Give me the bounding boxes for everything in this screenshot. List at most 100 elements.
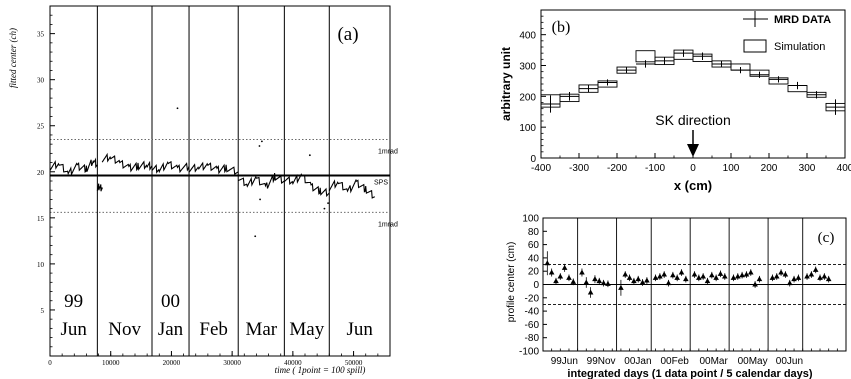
data-trace: [96, 183, 103, 192]
profile-center-point: [691, 271, 698, 277]
y-tick-label: 20: [37, 169, 45, 177]
profile-center-point: [804, 273, 810, 279]
profile-center-point: [674, 274, 680, 280]
profile-center-point: [553, 278, 559, 284]
profile-center-point: [592, 276, 598, 282]
data-trace: [237, 173, 285, 189]
data-trace: [151, 160, 190, 174]
x-tick-label: 40000: [284, 359, 302, 367]
profile-center-point: [812, 266, 819, 272]
sk-direction-arrow: [687, 130, 699, 157]
profile-center-point: [639, 279, 646, 285]
x-tick-label: 10000: [102, 359, 120, 367]
panel-a-plot-frame: [49, 5, 391, 357]
x-tick-label: 0: [690, 163, 696, 174]
profile-center-point: [683, 276, 689, 282]
y-tick-label: -60: [525, 320, 540, 331]
period-year-label: 00: [161, 291, 180, 312]
profile-center-point: [825, 276, 832, 282]
data-trace: [284, 173, 330, 198]
period-month-label: Mar: [245, 319, 277, 340]
profile-center-point: [544, 260, 551, 266]
profile-center-point: [700, 273, 706, 279]
profile-center-point: [791, 276, 797, 282]
profile-center-point: [739, 272, 745, 278]
panel-c-xlabel: integrated days (1 data point / 5 calend…: [567, 368, 812, 379]
x-tick-label: 00Jan: [624, 356, 651, 367]
panel-a-data: [49, 107, 376, 238]
period-month-label: Feb: [199, 319, 228, 340]
profile-center-point: [548, 269, 555, 275]
data-trace: [49, 157, 98, 177]
profile-center-point: [665, 280, 672, 286]
profile-center-point: [631, 278, 637, 284]
profile-center-point: [713, 274, 719, 280]
profile-center-point: [808, 271, 815, 277]
profile-center-point: [821, 273, 828, 279]
profile-center-point: [747, 269, 754, 275]
panel-c: 100 80 60 40 20 0 -20 -40 -60 -80 -100 99Jun 99Nov 00…: [506, 214, 847, 379]
y-tick-label: 10: [37, 261, 45, 269]
panel-a-label: (a): [337, 24, 358, 45]
x-tick-label: 50000: [345, 359, 363, 367]
profile-center-point: [561, 264, 568, 270]
outlier-point: [176, 107, 179, 110]
panel-a-xlabel: time ( 1point = 100 spill): [275, 365, 366, 375]
x-tick-label: 99Jun: [551, 356, 578, 367]
profile-center-point: [795, 274, 802, 280]
outlier-point: [258, 145, 261, 147]
lower-limit-label: 1mrad: [378, 221, 398, 228]
x-tick-label: 20000: [163, 359, 181, 367]
panel-b: -400 -300 -200 -100 0 100 200 300 400 0 100 200 300 4…: [499, 9, 851, 193]
outlier-point: [327, 202, 329, 205]
y-tick-label: 400: [519, 31, 536, 42]
y-tick-label: 15: [37, 215, 45, 223]
profile-center-point: [704, 278, 711, 284]
period-month-label: Jun: [346, 319, 373, 340]
profile-center-point: [817, 274, 823, 280]
data-trace: [101, 152, 153, 173]
x-tick-label: 200: [761, 163, 778, 174]
y-tick-label: 100: [522, 214, 539, 225]
x-tick-label: 30000: [223, 359, 241, 367]
profile-center-point: [557, 273, 564, 279]
legend-mrd-data: MRD DATA: [774, 14, 831, 26]
x-tick-label: -200: [607, 163, 627, 174]
panel-b-ylabel: arbitrary unit: [499, 47, 513, 121]
profile-center-point: [734, 273, 741, 279]
y-tick-label: 200: [519, 92, 536, 103]
y-tick-label: 5: [41, 307, 45, 315]
profile-center-point: [786, 280, 793, 286]
x-tick-label: 00Feb: [661, 356, 690, 367]
profile-center-point: [722, 273, 728, 279]
data-trace: [188, 161, 239, 176]
profile-center-point: [579, 269, 585, 275]
legend-simulation: Simulation: [774, 41, 825, 53]
legend-mrd-marker: [743, 11, 768, 27]
panel-a-ylabel: fitted center (ch): [8, 28, 18, 88]
panel-c-ticks: 100 80 60 40 20 0 -20 -40 -60 -80 -100 99Jun 99Nov 00…: [519, 214, 847, 367]
x-tick-label: -400: [531, 163, 551, 174]
data-trace: [328, 178, 376, 199]
profile-center-point: [622, 271, 629, 277]
period-month-label: May: [289, 319, 324, 340]
x-tick-label: -300: [569, 163, 589, 174]
profile-center-point: [661, 271, 667, 277]
panel-b-ticks: -400 -300 -200 -100 0 100 200 300 400 0 100 200 300 4…: [519, 9, 851, 174]
x-tick-label: 0: [48, 359, 52, 367]
profile-center-point: [778, 269, 784, 275]
y-tick-label: -40: [525, 307, 540, 318]
profile-center-point: [618, 284, 624, 290]
x-tick-label: -100: [645, 163, 665, 174]
upper-limit-label: 1mrad: [378, 149, 398, 156]
x-tick-label: 300: [799, 163, 816, 174]
profile-center-point: [782, 271, 789, 277]
outlier-point: [254, 235, 257, 238]
profile-center-point: [570, 278, 577, 284]
period-month-label: Jan: [158, 319, 184, 340]
panel-a: 1mrad 1mrad SPS 99 Jun Nov 00 Jan Feb Mar May Jun 0…: [8, 5, 398, 375]
y-tick-label: 300: [519, 62, 536, 73]
y-tick-label: 25: [37, 123, 45, 131]
profile-center-point: [652, 274, 659, 280]
period-month-label: Jun: [60, 319, 87, 340]
